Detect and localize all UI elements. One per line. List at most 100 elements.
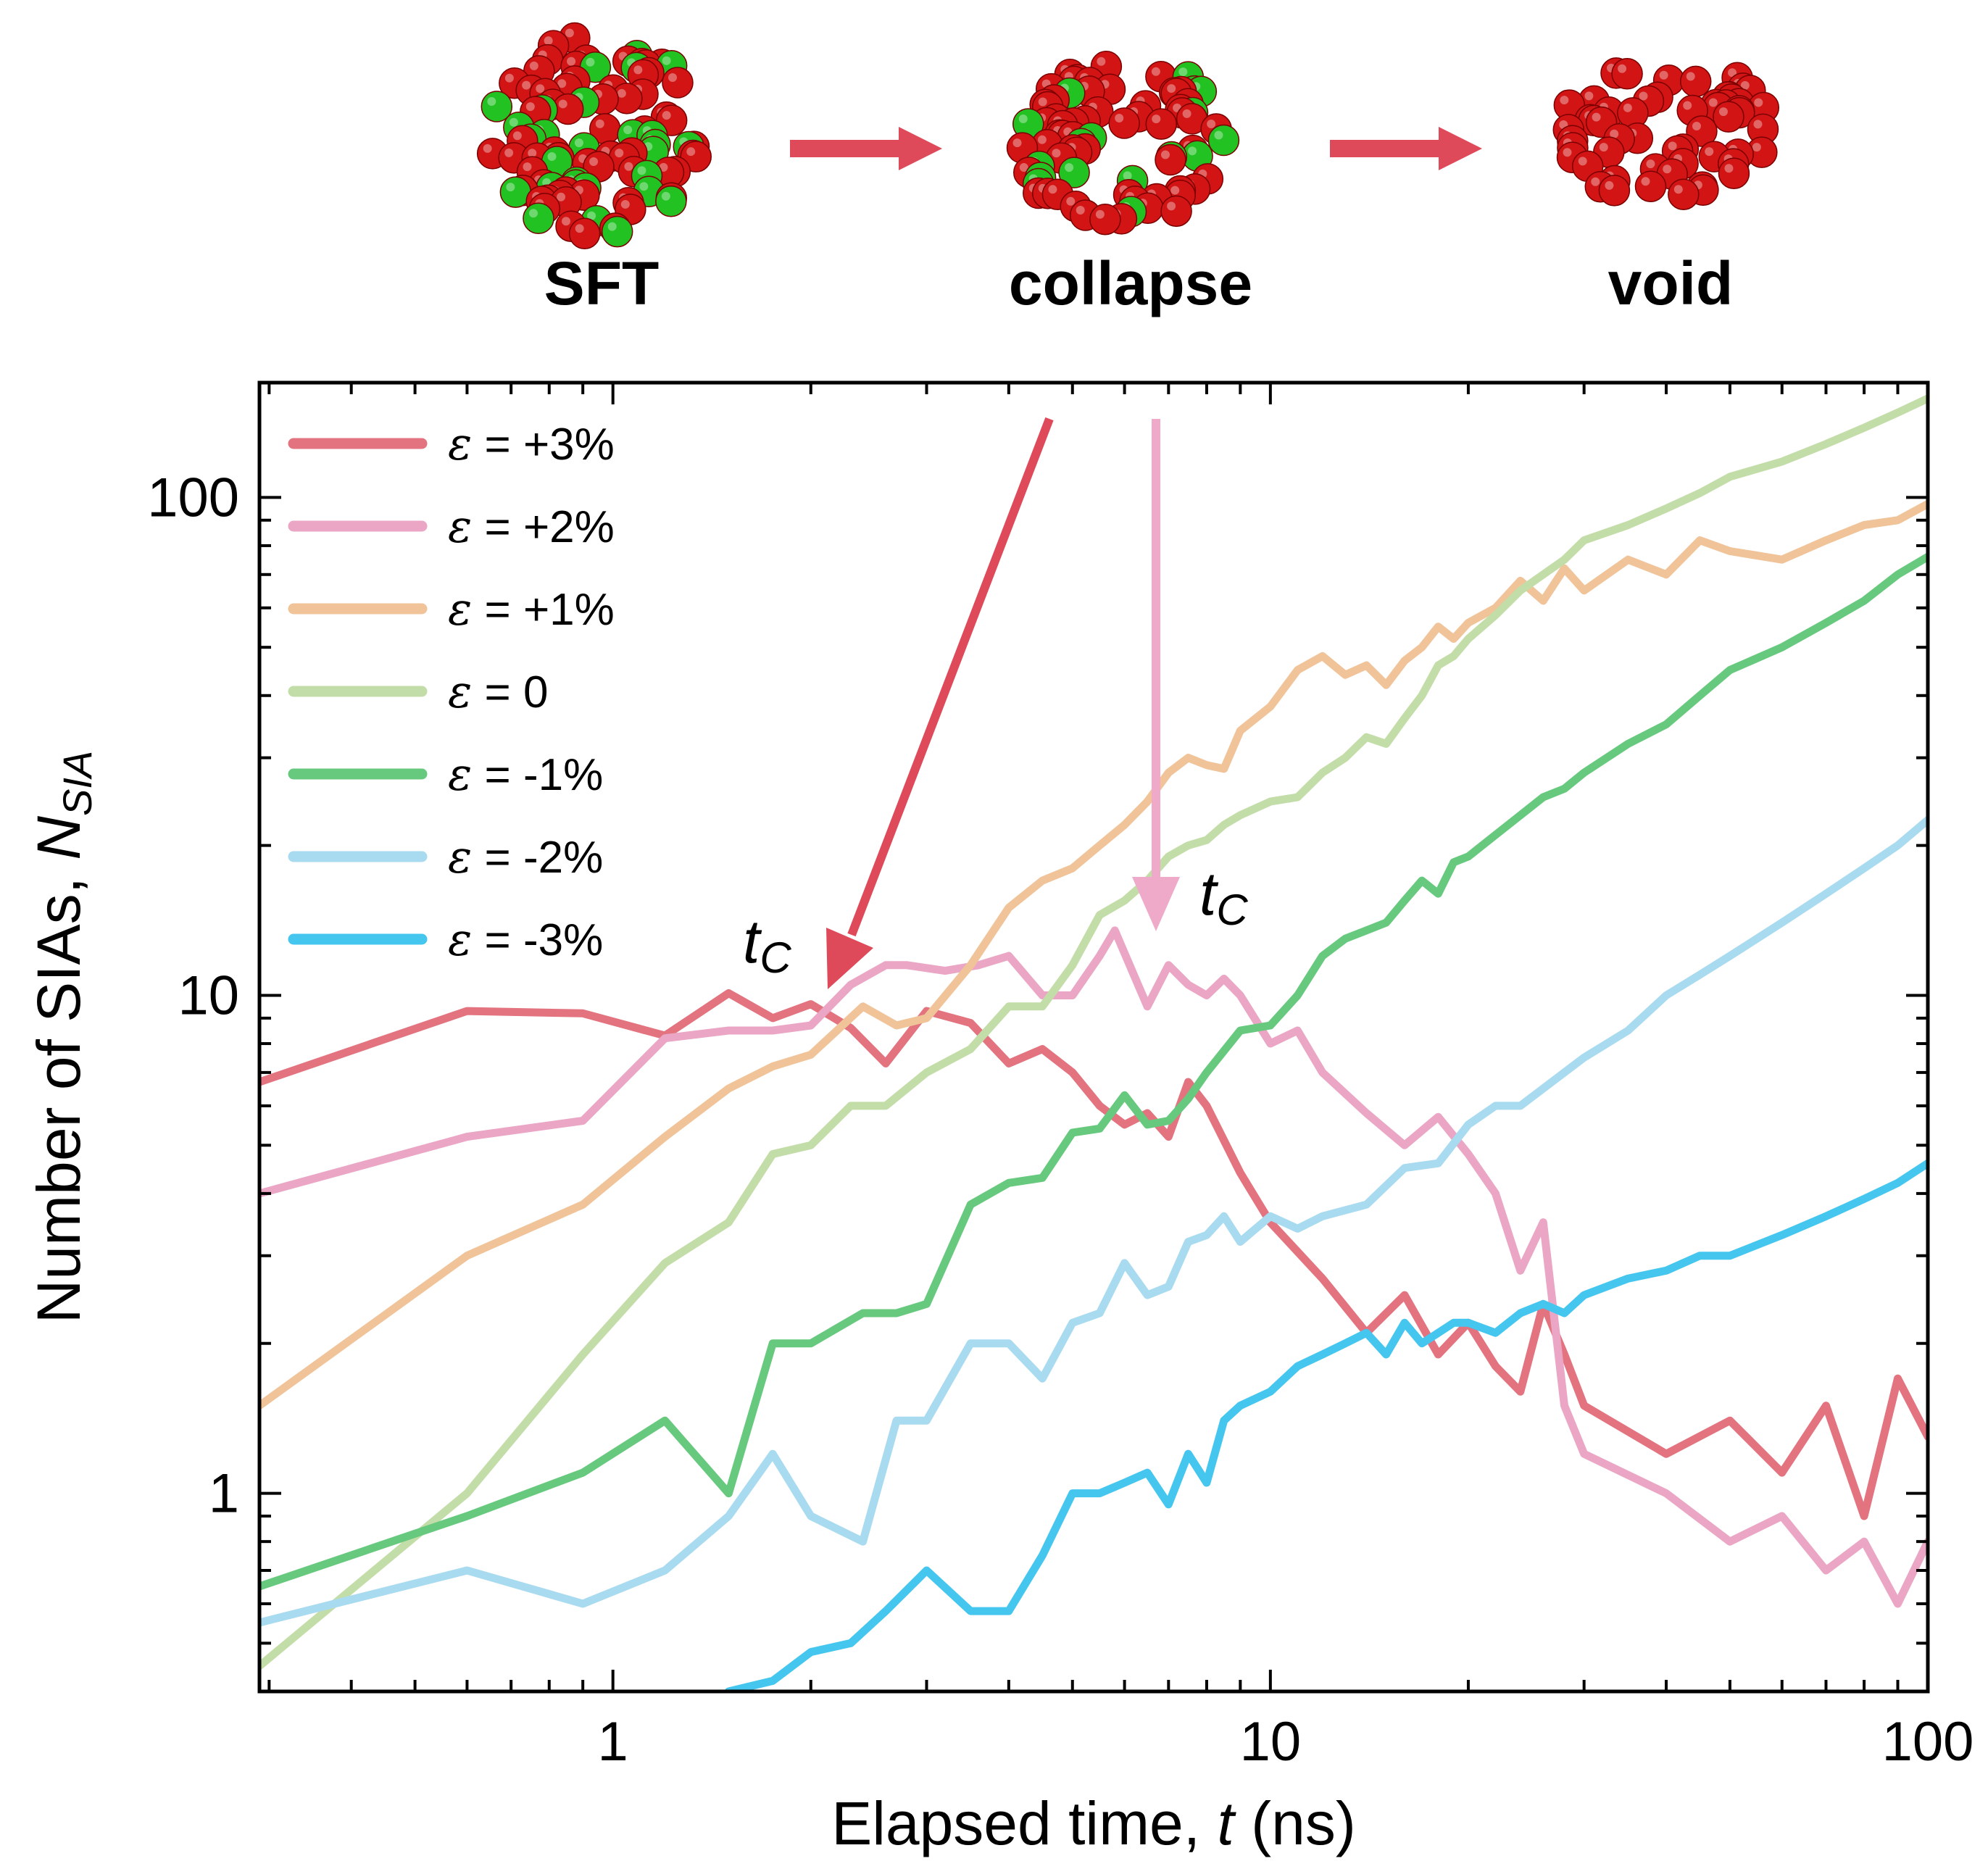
atom-highlight-icon	[623, 125, 633, 135]
atom-cluster-sft-icon	[476, 22, 712, 250]
y-tick-label: 1	[209, 1463, 239, 1525]
atom-highlight-icon	[562, 217, 571, 226]
atom-highlight-icon	[1151, 67, 1160, 76]
arrow-head-icon	[1439, 127, 1482, 170]
atom-icon	[1207, 124, 1240, 157]
atom-highlight-icon	[1683, 101, 1692, 110]
stage-void-cluster: void	[1552, 57, 1780, 317]
series-line-1	[259, 926, 1928, 1608]
atom-icon	[1089, 203, 1121, 236]
atom-icon	[1713, 101, 1744, 133]
tc-label-2: tC	[1199, 859, 1248, 934]
stage-arrow-2	[1330, 127, 1482, 170]
atom-highlight-icon	[1592, 112, 1601, 122]
atom-highlight-icon	[1591, 177, 1600, 186]
atom-highlight-icon	[1668, 141, 1677, 151]
atom-cluster-collapse-icon	[1006, 50, 1240, 236]
y-tick-label: 10	[178, 965, 239, 1026]
atom-highlight-icon	[1178, 67, 1188, 77]
atom-highlight-icon	[1705, 147, 1714, 157]
atom-highlight-icon	[506, 183, 515, 192]
atom-highlight-icon	[1659, 70, 1668, 80]
stage-label-void: void	[1608, 249, 1734, 317]
atom-highlight-icon	[1599, 143, 1608, 152]
atom-highlight-icon	[547, 151, 557, 161]
tc-label-1: tC	[743, 907, 791, 982]
stage-label-sft: SFT	[544, 249, 660, 317]
atom-icon	[1611, 58, 1643, 90]
legend-label-5: ε = -2%	[448, 831, 603, 883]
atom-highlight-icon	[1578, 157, 1587, 166]
atom-highlight-icon	[633, 65, 643, 75]
atom-highlight-icon	[557, 79, 567, 88]
atom-highlight-icon	[558, 99, 567, 109]
atom-highlight-icon	[1170, 186, 1180, 195]
stage-label-collapse: collapse	[1009, 249, 1252, 317]
atom-highlight-icon	[1584, 91, 1594, 101]
legend-label-0: ε = +3%	[448, 417, 615, 470]
tc-arrow-1-head-icon	[826, 928, 873, 989]
atom-icon	[1598, 175, 1631, 207]
atom-highlight-icon	[1728, 68, 1737, 78]
series-line-2	[259, 499, 1928, 1410]
atom-highlight-icon	[1623, 103, 1632, 112]
atom-highlight-icon	[509, 117, 518, 127]
atom-highlight-icon	[620, 199, 630, 209]
x-tick-label: 1	[598, 1711, 628, 1773]
atom-highlight-icon	[639, 182, 649, 191]
y-axis-title: Number of SIAs, NSIA	[25, 751, 100, 1324]
atom-highlight-icon	[1048, 185, 1057, 194]
atom-highlight-icon	[595, 119, 604, 128]
atom-highlight-icon	[557, 192, 566, 201]
atom-icon	[481, 91, 513, 122]
atom-highlight-icon	[1019, 163, 1028, 172]
atom-highlight-icon	[1018, 114, 1028, 123]
atom-icon	[1634, 170, 1667, 202]
atom-highlight-icon	[662, 56, 671, 65]
atom-highlight-icon	[1686, 72, 1695, 81]
atom-icon	[523, 202, 554, 235]
atom-highlight-icon	[617, 88, 626, 98]
atom-highlight-icon	[1718, 107, 1728, 117]
atom-highlight-icon	[1646, 159, 1655, 169]
atom-highlight-icon	[1663, 165, 1672, 174]
atom-highlight-icon	[1673, 185, 1683, 194]
atom-highlight-icon	[1095, 209, 1105, 219]
atom-highlight-icon	[1560, 96, 1569, 105]
atom-icon	[662, 67, 694, 99]
atom-highlight-icon	[1692, 121, 1701, 130]
y-tick-label: 100	[147, 467, 239, 528]
atom-highlight-icon	[1563, 148, 1572, 157]
atom-highlight-icon	[1052, 149, 1061, 158]
atom-icon	[1160, 195, 1192, 228]
atom-highlight-icon	[686, 147, 696, 157]
tc-arrow-1	[826, 417, 1054, 989]
atom-highlight-icon	[1037, 135, 1047, 144]
atom-highlight-icon	[1724, 164, 1734, 173]
atom-highlight-icon	[1188, 146, 1197, 156]
atom-highlight-icon	[1618, 64, 1627, 73]
atom-highlight-icon	[523, 162, 532, 172]
atom-highlight-icon	[504, 73, 514, 83]
atom-highlight-icon	[587, 211, 596, 220]
atom-highlight-icon	[624, 162, 633, 171]
atom-highlight-icon	[1097, 57, 1106, 66]
arrow-head-icon	[899, 127, 942, 170]
atom-highlight-icon	[1167, 201, 1176, 211]
atom-highlight-icon	[1123, 171, 1132, 180]
atom-highlight-icon	[1038, 97, 1047, 107]
stage-collapse-cluster: collapse	[1006, 50, 1252, 317]
series-line-5	[259, 816, 1928, 1627]
atom-highlight-icon	[1753, 120, 1763, 129]
atom-icon	[1108, 107, 1140, 139]
atom-icon	[1679, 65, 1712, 98]
atom-highlight-icon	[1066, 196, 1076, 206]
atom-highlight-icon	[667, 73, 677, 83]
x-axis-title: Elapsed time, t (ns)	[831, 1789, 1356, 1857]
atom-highlight-icon	[662, 111, 671, 120]
series-layer	[259, 394, 1928, 1691]
atom-highlight-icon	[1641, 177, 1650, 186]
atom-highlight-icon	[661, 191, 670, 201]
atom-highlight-icon	[565, 28, 574, 38]
atom-highlight-icon	[1012, 138, 1022, 148]
